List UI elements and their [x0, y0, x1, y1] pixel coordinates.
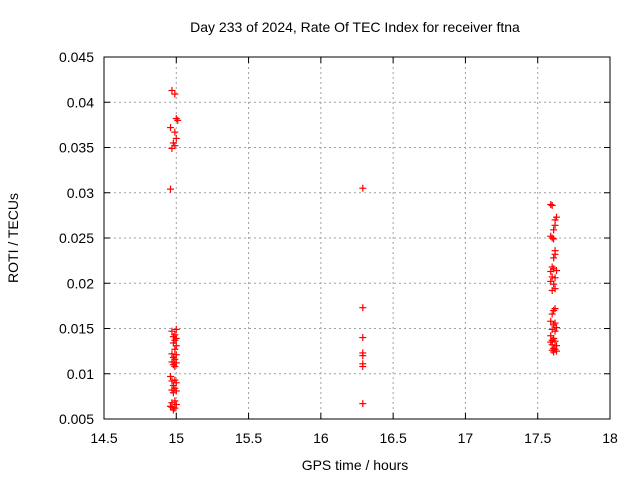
data-point [171, 345, 179, 353]
data-point [359, 352, 367, 360]
y-tick-label: 0.005 [59, 411, 94, 427]
data-point [548, 310, 556, 318]
data-point [553, 347, 561, 355]
data-point [547, 317, 555, 325]
y-tick-label: 0.02 [67, 275, 94, 291]
data-point [550, 254, 558, 262]
data-point [168, 144, 176, 152]
data-point [168, 403, 176, 411]
data-point [167, 124, 175, 132]
data-point [167, 372, 175, 380]
data-point [551, 221, 559, 229]
data-point [172, 115, 180, 123]
x-tick-label: 17.5 [524, 430, 551, 446]
data-point [551, 319, 559, 327]
data-point [172, 342, 180, 350]
data-point [171, 90, 179, 98]
x-tick-label: 15.5 [235, 430, 262, 446]
data-point [171, 363, 179, 371]
data-point [169, 389, 177, 397]
data-point [551, 250, 559, 258]
data-point [168, 86, 176, 94]
data-point [548, 263, 556, 271]
x-tick-label: 18 [602, 430, 618, 446]
data-point [172, 134, 180, 142]
data-point [548, 234, 556, 242]
x-tick-label: 14.5 [90, 430, 117, 446]
y-tick-label: 0.045 [59, 49, 94, 65]
data-point [171, 128, 179, 136]
y-tick-label: 0.035 [59, 140, 94, 156]
data-point [551, 327, 559, 335]
axis-layer: 14.5 15 15.5 16 16.5 17 17.5 18 0.005 0.01 0.015 0.… [59, 49, 618, 446]
data-point [168, 350, 176, 358]
points-layer [167, 86, 561, 414]
data-point [553, 267, 561, 275]
x-tick-label: 16 [313, 430, 329, 446]
y-axis-label: ROTI / TECUs [5, 193, 21, 283]
data-point [174, 116, 182, 124]
x-tick-label: 16.5 [380, 430, 407, 446]
y-tick-label: 0.03 [67, 185, 94, 201]
y-tick-label: 0.04 [67, 94, 94, 110]
data-point [168, 377, 176, 385]
y-tick-label: 0.01 [67, 366, 94, 382]
grid-layer [104, 57, 610, 419]
data-point [359, 334, 367, 342]
data-point [550, 280, 558, 288]
data-point [551, 337, 559, 345]
data-point [548, 201, 556, 209]
x-tick-label: 15 [168, 430, 184, 446]
data-point [551, 274, 559, 282]
y-tick-label: 0.025 [59, 230, 94, 246]
data-point [167, 185, 175, 193]
data-point [168, 327, 176, 335]
data-point [359, 400, 367, 408]
data-point [553, 324, 561, 332]
y-tick-label: 0.015 [59, 321, 94, 337]
data-point [172, 325, 180, 333]
data-point [547, 267, 555, 275]
x-tick-label: 17 [458, 430, 474, 446]
data-point [172, 401, 180, 409]
data-point [548, 286, 556, 294]
data-point [550, 226, 558, 234]
data-point [359, 363, 367, 371]
x-axis-label: GPS time / hours [302, 457, 409, 473]
data-point [359, 184, 367, 192]
data-point [547, 201, 555, 209]
data-point [550, 235, 558, 243]
chart-title: Day 233 of 2024, Rate Of TEC Index for r… [190, 19, 520, 35]
data-point [550, 306, 558, 314]
data-point [359, 304, 367, 312]
data-point [167, 402, 175, 410]
